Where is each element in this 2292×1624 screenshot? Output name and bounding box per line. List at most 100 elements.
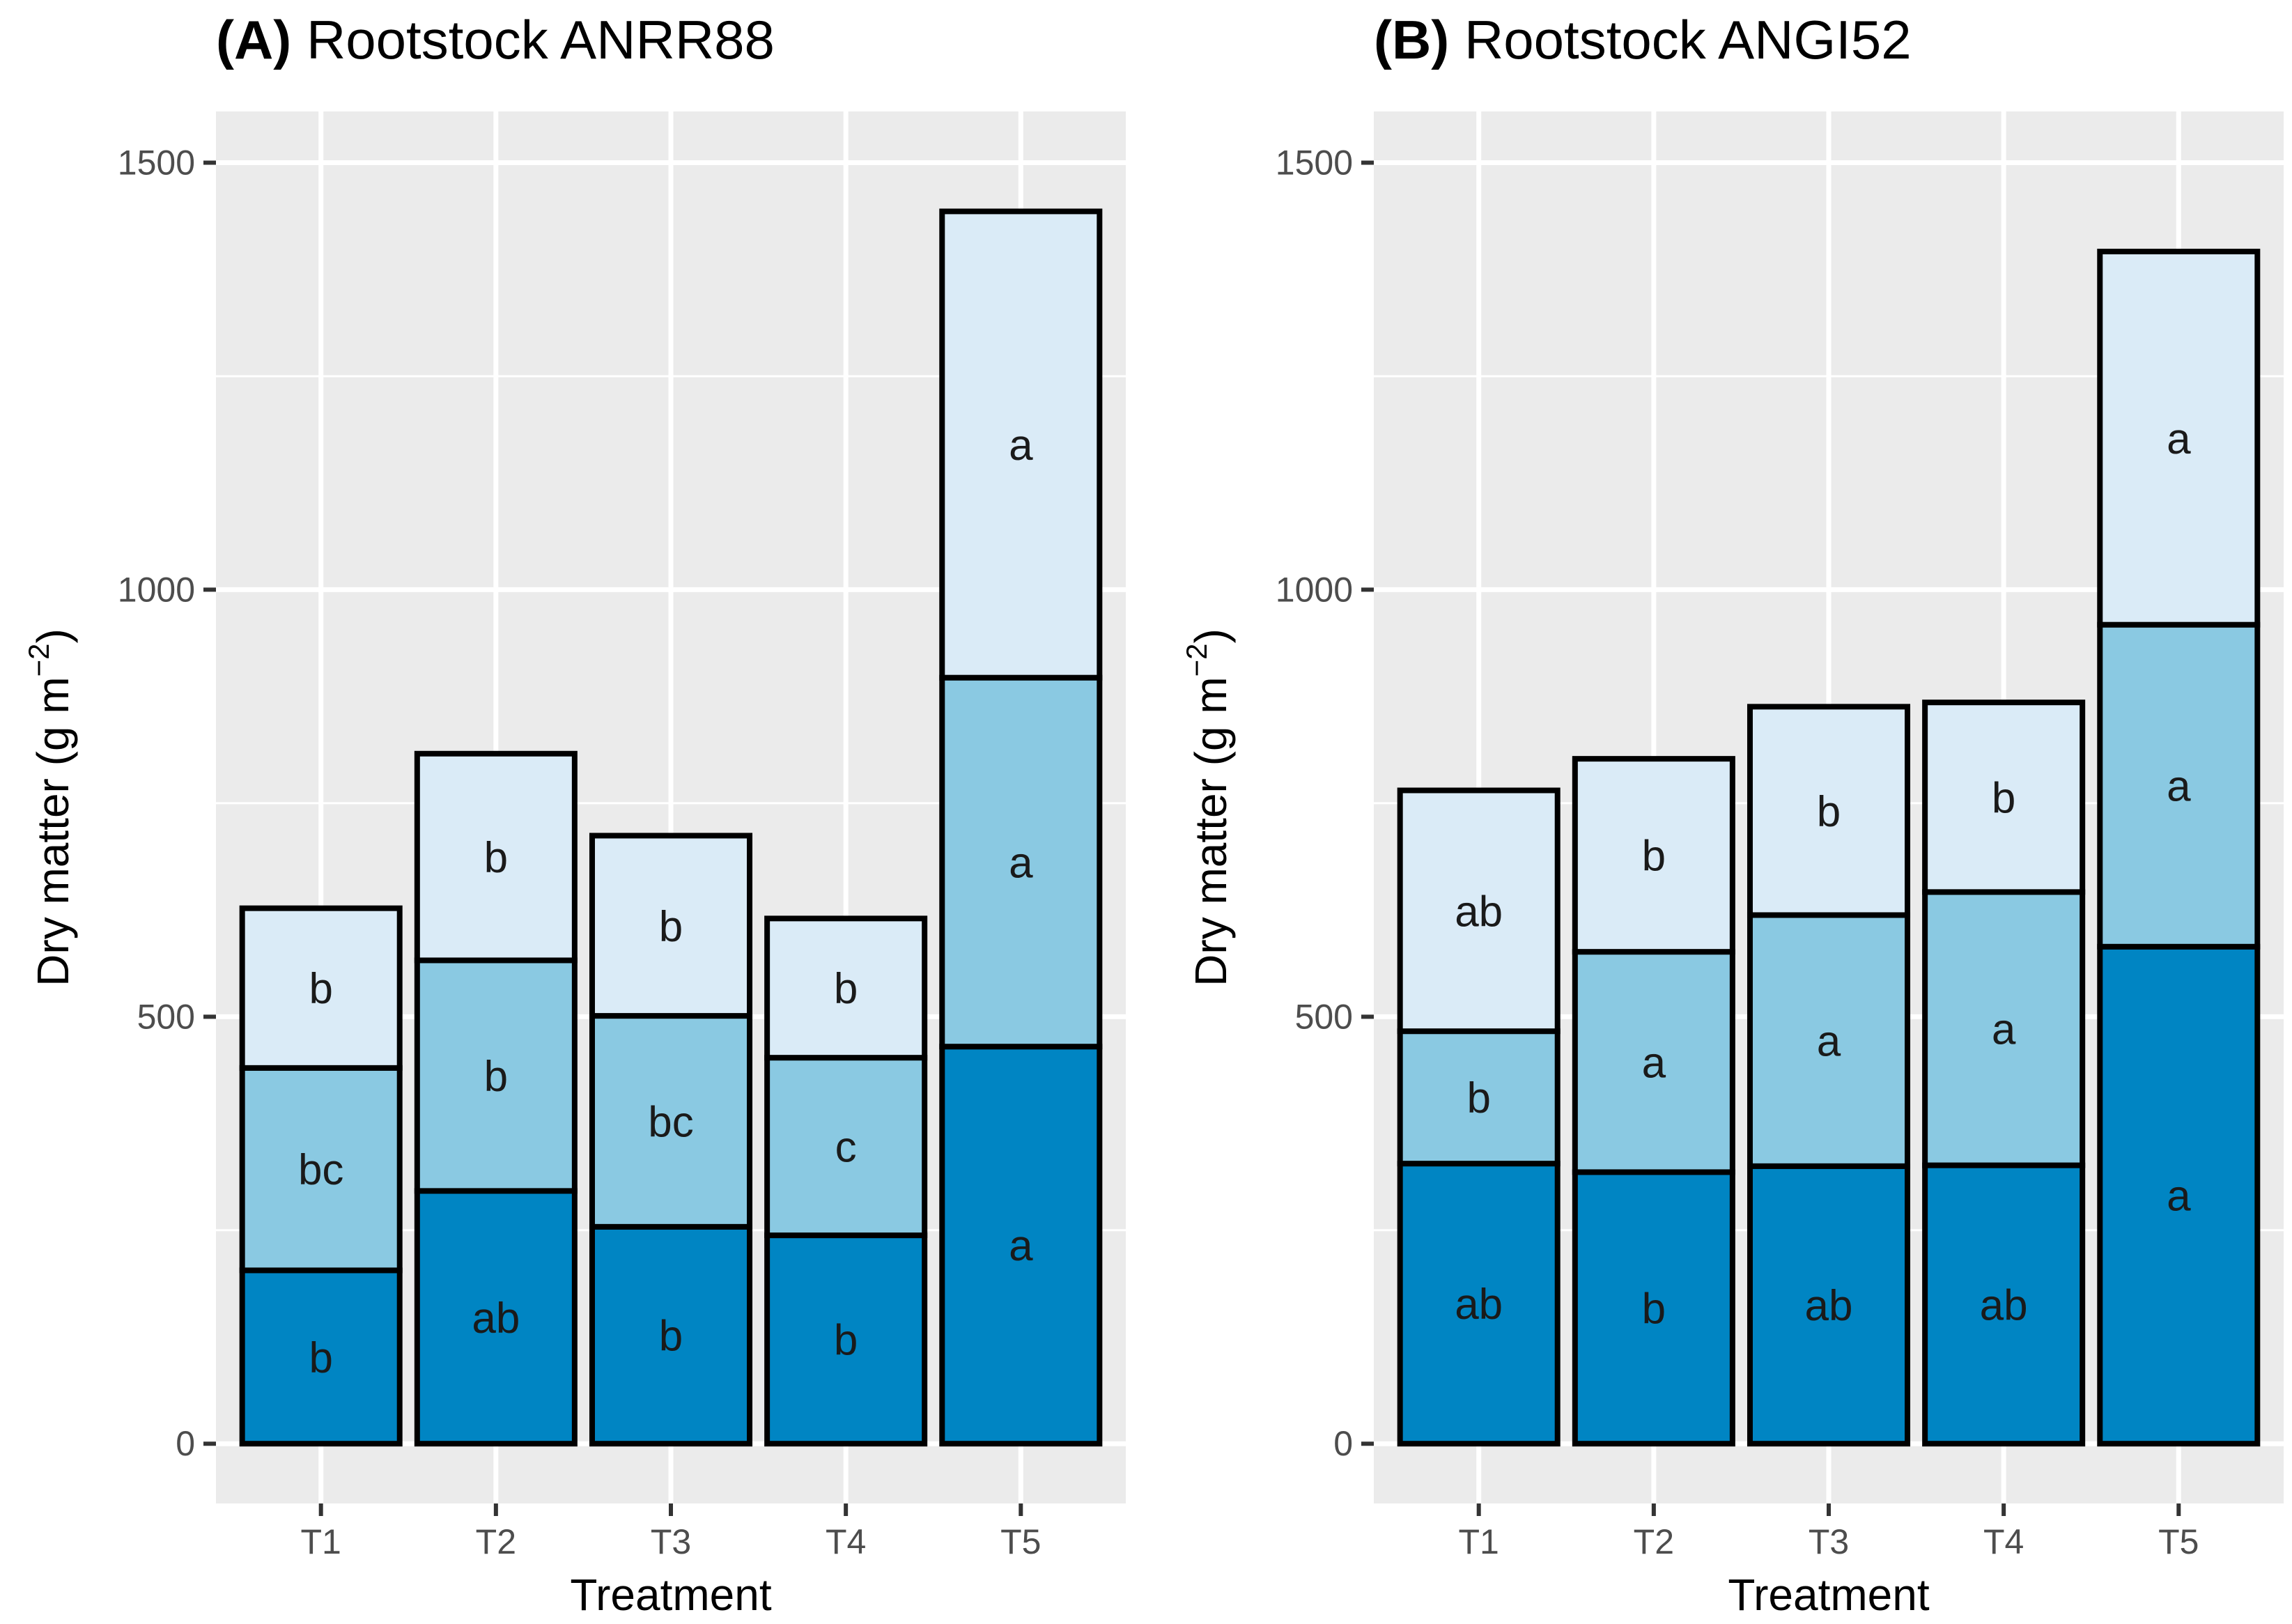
panel-a-x-tick-label: T2 [476,1522,516,1561]
panel-a-bar-label-T3-middle: bc [648,1098,693,1146]
panel-b-bar-T4-middle [1922,889,2086,1168]
panel-a-x-tick-label: T3 [651,1522,691,1561]
panel-a-bar-label-T3-bottom: b [659,1313,683,1361]
panel-a-bar-T4-top [764,915,928,1061]
panel-b-bar-label-T1-bottom: ab [1455,1281,1503,1329]
panel-b-x-tick-label: T4 [1983,1522,2024,1561]
panel-b-y-axis-title-main: Dry matter (g m [1186,676,1236,986]
panel-a-bar-label-T2-bottom: ab [472,1294,520,1343]
panel-b-x-axis-title: Treatment [1728,1570,1930,1620]
panel-a-x-tick-label: T1 [301,1522,341,1561]
panel-b-bar-T4-top [1922,699,2086,895]
panel-a-bar-label-T5-bottom: a [1009,1222,1033,1270]
panel-b-title: (B) Rootstock ANGI52 [1374,9,1912,70]
panel-a-bar-T2-middle [414,957,578,1194]
panel-b-bar-label-T2-bottom: b [1642,1285,1666,1333]
panel-a-bar-T3-middle [589,1013,753,1230]
panel-a-bar-label-T4-top: b [834,965,858,1013]
panel-a-y-axis-title: Dry matter (g m−2) [22,628,78,987]
panel-b-bar-T2-middle [1572,949,1735,1175]
panel-a-bar-label-T4-middle: c [835,1124,857,1172]
panel-a-bar-T2-top [414,750,578,964]
panel-b-bar-label-T5-middle: a [2167,763,2191,811]
panel-b-bar-T1-top [1397,787,1561,1035]
panel-b-title-text: Rootstock ANGI52 [1464,9,1912,70]
panel-b-y-tick-label: 1000 [1276,570,1353,609]
panel-b: (B) Rootstock ANGI52 abbabbabababababaaa… [1180,9,2284,1620]
panel-b-bar-label-T1-top: ab [1455,888,1503,936]
panel-b-bar-T3-top [1747,704,1911,918]
panel-a-bar-label-T4-bottom: b [834,1317,858,1365]
panel-b-x-tick-label: T1 [1459,1522,1499,1561]
panel-a-bar-label-T1-bottom: b [309,1334,332,1382]
panel-a-x-axis-title: Treatment [570,1570,772,1620]
panel-b-y-axis-title-sup: −2 [1180,643,1213,676]
panel-a: (A) Rootstock ANRR88 bbcbabbbbbcbbcbaaa … [22,9,1126,1620]
panel-a-bar-T4-bottom [764,1232,928,1447]
panel-a-bar-T5-middle [939,674,1103,1050]
panel-b-bar-label-T4-bottom: ab [1980,1281,2028,1329]
panel-b-bar-label-T3-top: b [1817,788,1841,836]
panel-b-x-tick-label: T5 [2158,1522,2199,1561]
panel-a-bar-label-T5-middle: a [1009,839,1033,887]
panel-a-y-axis-title-close: ) [28,628,78,643]
panel-a-bar-label-T3-top: b [659,903,683,951]
panel-b-bars [1397,249,2261,1447]
panel-b-y-axis-title: Dry matter (g m−2) [1180,628,1236,987]
panel-b-bar-T3-bottom [1747,1163,1911,1447]
panel-b-bar-label-T5-bottom: a [2167,1172,2191,1220]
panel-b-bar-T1-bottom [1397,1161,1561,1447]
panel-a-y-tick-label: 1500 [118,144,195,183]
panel-b-y-tick-label: 1500 [1276,144,1353,183]
panel-a-bar-label-T5-top: a [1009,422,1033,470]
panel-b-bar-label-T4-top: b [1992,774,2015,822]
panel-b-bar-T3-middle [1747,912,1911,1169]
panel-a-title-text: Rootstock ANRR88 [307,9,775,70]
panel-a-y-tick-label: 1000 [118,570,195,609]
panel-a-bar-T2-bottom [414,1188,578,1447]
panel-a-bar-label-T2-top: b [484,834,508,882]
panel-a-bar-label-T1-top: b [309,965,332,1013]
panel-a-y-tick-label: 0 [176,1424,195,1463]
panel-a-bar-label-T2-middle: b [484,1053,508,1101]
panel-a-y-axis-title-main: Dry matter (g m [28,676,78,986]
panel-a-x-tick-label: T5 [1000,1522,1041,1561]
panel-a-bar-T5-bottom [939,1044,1103,1447]
panel-a-bar-T1-bottom [239,1267,403,1447]
panel-b-x-tick-label: T3 [1809,1522,1849,1561]
panel-a-y-tick-label: 500 [137,997,195,1036]
panel-b-bar-T5-top [2097,249,2261,628]
panel-a-title: (A) Rootstock ANRR88 [216,9,775,70]
panel-b-y-axis-title-close: ) [1186,628,1236,643]
panel-b-x-tick-label: T2 [1634,1522,1674,1561]
panel-b-tag: (B) [1374,9,1449,70]
panel-a-bar-T4-middle [764,1055,928,1239]
panel-b-bar-label-T4-middle: a [1992,1005,2016,1053]
panel-b-bar-label-T5-top: a [2167,415,2191,463]
panel-b-bar-T5-middle [2097,621,2261,950]
panel-b-y-tick-label: 500 [1295,997,1353,1036]
panel-b-bar-label-T3-middle: a [1817,1018,1841,1066]
panel-b-bar-T2-bottom [1572,1169,1735,1447]
panel-a-y-axis-title-sup: −2 [22,643,55,676]
panel-b-bar-T4-bottom [1922,1162,2086,1447]
panel-b-bar-label-T2-middle: a [1642,1039,1666,1087]
panel-a-bar-T5-top [939,208,1103,681]
panel-a-bar-T3-top [589,833,753,1019]
panel-b-bar-label-T3-bottom: ab [1805,1282,1853,1330]
panel-a-bar-T1-top [239,905,403,1071]
panel-b-bar-T2-top [1572,756,1735,955]
panel-a-bar-label-T1-middle: bc [298,1146,343,1194]
panel-a-x-tick-label: T4 [826,1522,866,1561]
panel-b-y-tick-label: 0 [1333,1424,1353,1463]
panel-a-ticks: 0 500 1000 1500 T1 T2 T3 T4 T5 [118,144,1042,1561]
panel-b-bar-T5-bottom [2097,943,2261,1447]
panel-b-bar-label-T2-top: b [1642,833,1666,881]
panel-b-bar-label-T1-middle: b [1466,1074,1490,1122]
panel-b-ticks: 0 500 1000 1500 T1 T2 T3 T4 T5 [1276,144,2199,1561]
panel-a-tag: (A) [216,9,291,70]
panel-a-bars [239,208,1103,1447]
